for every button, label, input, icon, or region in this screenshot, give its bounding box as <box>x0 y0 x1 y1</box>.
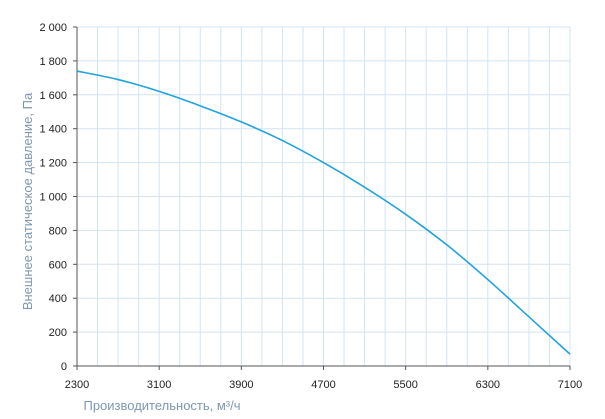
y-tick-label: 1 800 <box>39 56 67 68</box>
series-layer <box>76 70 571 355</box>
grid <box>77 26 571 366</box>
y-tick-label: 400 <box>49 293 67 305</box>
x-tick-label: 5500 <box>393 379 417 391</box>
x-tick-label: 3100 <box>147 379 171 391</box>
x-axis-title: Производительность, м³/ч <box>83 398 240 413</box>
y-tick-label: 200 <box>49 327 67 339</box>
x-tick-label: 6300 <box>476 379 500 391</box>
y-tick-label: 0 <box>61 361 67 373</box>
axes <box>73 26 571 370</box>
x-tick-label: 3900 <box>229 379 253 391</box>
y-tick-label: 1 400 <box>39 124 67 136</box>
y-axis-title: Внешнее статическое давление, Па <box>20 92 35 310</box>
x-tick-label: 7100 <box>558 379 582 391</box>
x-tick-label: 2300 <box>65 379 89 391</box>
y-tick-label: 1 000 <box>39 192 67 204</box>
y-tick-label: 1 200 <box>39 158 67 170</box>
tick-labels: 0 200 400 600 800 1 000 1 200 1 400 1 600 1 800 2 … <box>39 22 582 391</box>
y-tick-label: 2 000 <box>39 22 67 34</box>
y-tick-label: 600 <box>49 259 67 271</box>
series-line <box>76 70 571 355</box>
x-tick-label: 4700 <box>311 379 335 391</box>
y-tick-label: 800 <box>49 225 67 237</box>
y-tick-label: 1 600 <box>39 90 67 102</box>
